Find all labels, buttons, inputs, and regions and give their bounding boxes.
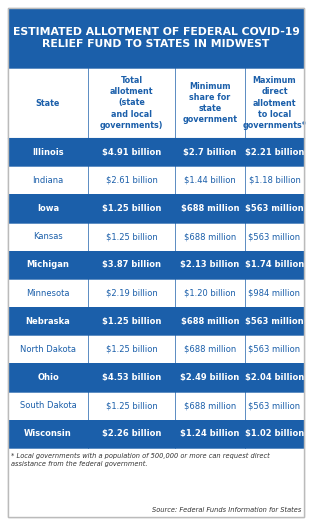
- Text: Ohio: Ohio: [37, 373, 59, 382]
- Bar: [8, 68, 304, 138]
- Text: $688 million: $688 million: [184, 345, 236, 354]
- Text: $3.87 billion: $3.87 billion: [102, 260, 161, 269]
- Text: Minimum
share for
state
government: Minimum share for state government: [183, 82, 237, 124]
- Text: Nebraska: Nebraska: [26, 317, 71, 326]
- Text: Michigan: Michigan: [27, 260, 70, 269]
- Text: $1.74 billion: $1.74 billion: [245, 260, 304, 269]
- Bar: [8, 166, 304, 194]
- Text: $984 million: $984 million: [248, 289, 300, 298]
- Bar: [8, 420, 304, 448]
- Text: Wisconsin: Wisconsin: [24, 429, 72, 438]
- Text: $688 million: $688 million: [181, 317, 239, 326]
- Text: Iowa: Iowa: [37, 204, 59, 213]
- Text: Maximum
direct
allotment
to local
governments*: Maximum direct allotment to local govern…: [242, 76, 306, 130]
- Text: $563 million: $563 million: [248, 401, 300, 410]
- Text: $1.24 billion: $1.24 billion: [180, 429, 240, 438]
- Text: Indiana: Indiana: [32, 176, 64, 185]
- Text: $4.91 billion: $4.91 billion: [102, 148, 161, 156]
- Text: Illinois: Illinois: [32, 148, 64, 156]
- Text: $563 million: $563 million: [245, 204, 304, 213]
- Bar: [8, 138, 304, 166]
- Text: Kansas: Kansas: [33, 232, 63, 241]
- Text: $563 million: $563 million: [245, 317, 304, 326]
- Bar: [8, 335, 304, 363]
- Bar: [8, 194, 304, 223]
- Text: Total
allotment
(state
and local
governments): Total allotment (state and local governm…: [100, 76, 163, 130]
- Text: $1.25 billion: $1.25 billion: [102, 204, 161, 213]
- Text: $563 million: $563 million: [248, 232, 300, 241]
- Text: $688 million: $688 million: [184, 401, 236, 410]
- Text: $2.04 billion: $2.04 billion: [245, 373, 304, 382]
- Text: South Dakota: South Dakota: [20, 401, 76, 410]
- Text: $2.49 billion: $2.49 billion: [180, 373, 240, 382]
- Bar: [8, 251, 304, 279]
- Text: Source: Federal Funds Information for States: Source: Federal Funds Information for St…: [152, 507, 301, 513]
- Bar: [8, 223, 304, 251]
- Text: $1.20 billion: $1.20 billion: [184, 289, 236, 298]
- Text: $2.7 billion: $2.7 billion: [183, 148, 237, 156]
- Text: $1.02 billion: $1.02 billion: [245, 429, 304, 438]
- Bar: [8, 392, 304, 420]
- Text: State: State: [36, 99, 60, 108]
- Text: $2.61 billion: $2.61 billion: [105, 176, 158, 185]
- Text: $2.26 billion: $2.26 billion: [102, 429, 161, 438]
- Text: $1.25 billion: $1.25 billion: [106, 345, 157, 354]
- Text: $688 million: $688 million: [181, 204, 239, 213]
- Text: $1.44 billion: $1.44 billion: [184, 176, 236, 185]
- Bar: [8, 363, 304, 392]
- Text: North Dakota: North Dakota: [20, 345, 76, 354]
- Bar: [8, 307, 304, 335]
- Text: $2.13 billion: $2.13 billion: [180, 260, 240, 269]
- Text: $1.25 billion: $1.25 billion: [102, 317, 161, 326]
- Text: ESTIMATED ALLOTMENT OF FEDERAL COVID-19
RELIEF FUND TO STATES IN MIDWEST: ESTIMATED ALLOTMENT OF FEDERAL COVID-19 …: [12, 27, 300, 49]
- Text: $4.53 billion: $4.53 billion: [102, 373, 161, 382]
- Text: Minnesota: Minnesota: [26, 289, 70, 298]
- Text: $688 million: $688 million: [184, 232, 236, 241]
- Text: $2.21 billion: $2.21 billion: [245, 148, 304, 156]
- Text: $1.25 billion: $1.25 billion: [106, 401, 157, 410]
- Text: $1.25 billion: $1.25 billion: [106, 232, 157, 241]
- Bar: [8, 448, 304, 517]
- Text: $2.19 billion: $2.19 billion: [106, 289, 157, 298]
- Text: $1.18 billion: $1.18 billion: [249, 176, 300, 185]
- Bar: [8, 8, 304, 68]
- Bar: [8, 279, 304, 307]
- Text: * Local governments with a population of 500,000 or more can request direct
assi: * Local governments with a population of…: [11, 453, 270, 467]
- Text: $563 million: $563 million: [248, 345, 300, 354]
